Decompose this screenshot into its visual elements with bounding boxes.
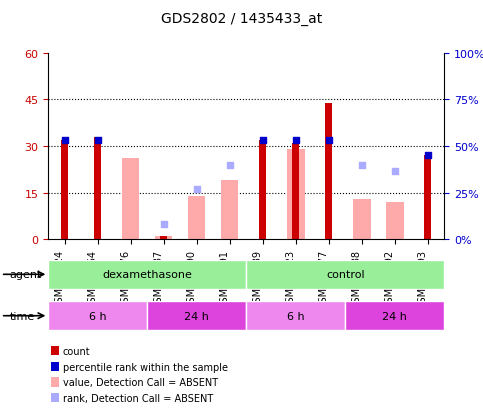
Text: 6 h: 6 h [89, 311, 107, 321]
Text: GDS2802 / 1435433_at: GDS2802 / 1435433_at [161, 12, 322, 26]
Bar [326, 103, 332, 240]
Bar [425, 156, 431, 240]
Text: time: time [10, 311, 35, 321]
FancyBboxPatch shape [48, 301, 147, 330]
Text: count: count [63, 346, 90, 356]
Point [391, 168, 399, 175]
Point [61, 137, 69, 144]
Point [160, 221, 168, 227]
Bar [122, 159, 140, 240]
FancyBboxPatch shape [246, 301, 345, 330]
Bar [221, 181, 239, 240]
Bar [94, 137, 101, 240]
Bar [292, 144, 299, 240]
Text: dexamethasone: dexamethasone [102, 270, 192, 280]
Bar [188, 196, 205, 240]
Point [325, 137, 333, 144]
Text: rank, Detection Call = ABSENT: rank, Detection Call = ABSENT [63, 393, 213, 403]
Bar [287, 150, 304, 240]
Point [424, 152, 432, 159]
Point [259, 137, 267, 144]
FancyBboxPatch shape [345, 301, 444, 330]
Point [226, 162, 234, 169]
Bar [259, 140, 266, 240]
Bar [386, 202, 403, 240]
Point [292, 137, 299, 144]
FancyBboxPatch shape [246, 260, 444, 289]
Text: control: control [326, 270, 365, 280]
Bar [61, 140, 68, 240]
Point [94, 137, 102, 144]
Text: 24 h: 24 h [185, 311, 209, 321]
Text: percentile rank within the sample: percentile rank within the sample [63, 362, 228, 372]
Text: 24 h: 24 h [383, 311, 407, 321]
Point [358, 162, 366, 169]
FancyBboxPatch shape [48, 260, 246, 289]
FancyBboxPatch shape [147, 301, 246, 330]
Text: value, Detection Call = ABSENT: value, Detection Call = ABSENT [63, 377, 218, 387]
Bar [353, 199, 370, 240]
Point [193, 187, 201, 193]
Bar [160, 236, 167, 240]
Bar [155, 236, 172, 240]
Text: 6 h: 6 h [287, 311, 305, 321]
Text: agent: agent [10, 270, 42, 280]
